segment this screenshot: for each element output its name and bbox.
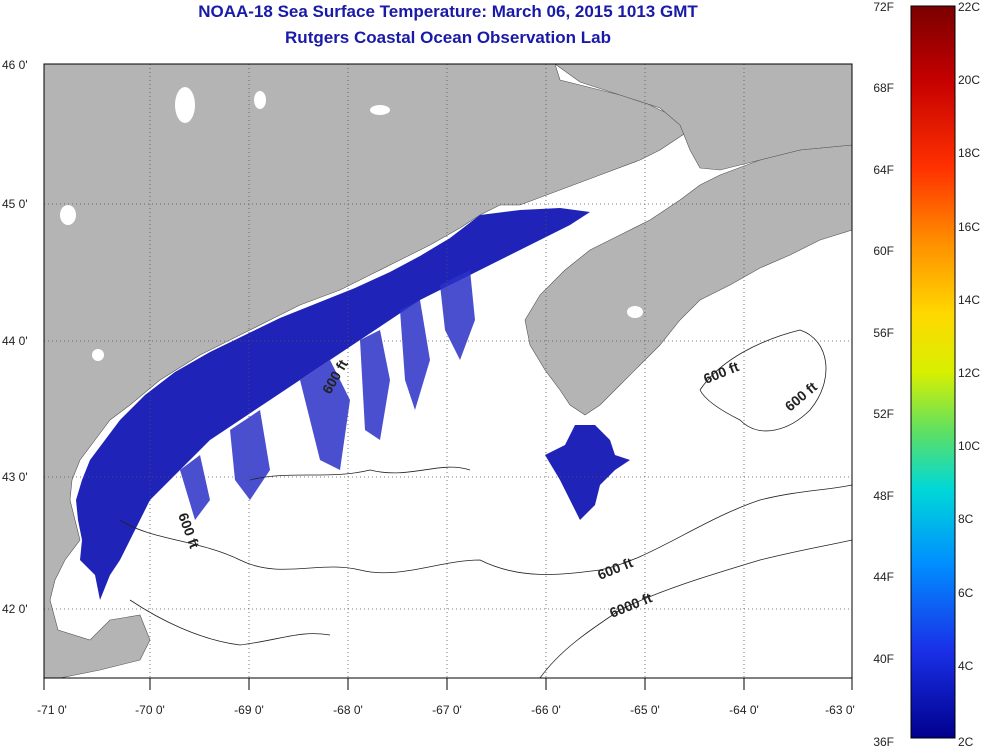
lake [60,205,76,225]
frame-ticks [43,63,853,690]
colorbar-f-label: 72F [873,0,894,14]
colorbar-c-label: 22C [958,0,981,14]
colorbar-c-label: 16C [958,220,981,234]
lon-tick-label: -64 0' [729,703,759,717]
lake [627,306,643,318]
sst-streaks [180,270,475,520]
land-new-brunswick [554,64,852,171]
colorbar-c-label: 20C [958,73,981,87]
colorbar [910,5,956,739]
lon-tick-label: -70 0' [135,703,165,717]
colorbar-c-label: 6C [958,586,974,600]
colorbar-f-label: 48F [873,489,894,503]
lon-tick-label: -63 0' [825,703,855,717]
sst-bay-of-fundy-patch [545,425,630,520]
colorbar-f-label: 52F [873,407,894,421]
colorbar-f-label: 44F [873,570,894,584]
contour-600ft [249,466,471,481]
map-subtitle: Rutgers Coastal Ocean Observation Lab [285,28,611,47]
lat-tick-label: 44 0' [2,334,28,348]
colorbar-f-label: 64F [873,163,894,177]
colorbar-c-label: 10C [958,439,981,453]
lon-tick-label: -68 0' [333,703,363,717]
lake [92,349,104,361]
colorbar-c-label: 14C [958,293,981,307]
colorbar-f-label: 40F [873,652,894,666]
land-mainland [44,64,691,678]
lon-tick-label: -66 0' [531,703,561,717]
lake [370,105,390,115]
colorbar-c-label: 12C [958,366,981,380]
contour-6000ft [539,539,852,678]
contour-600ft [119,484,852,575]
lat-tick-label: 42 0' [2,602,28,616]
contour-600ft [129,599,331,646]
lon-tick-label: -65 0' [630,703,660,717]
graticule [44,64,852,678]
land-nova-scotia [524,144,852,416]
lake [175,87,195,123]
colorbar-f-label: 56F [873,326,894,340]
colorbar-f-label: 68F [873,81,894,95]
bathymetry-contours [119,329,852,678]
lat-tick-label: 46 0' [2,58,28,72]
colorbar-c-label: 4C [958,659,974,673]
lake [254,91,266,109]
lat-tick-label: 45 0' [2,197,28,211]
lon-tick-label: -71 0' [37,703,67,717]
colorbar-f-label: 36F [873,735,894,749]
lon-tick-label: -67 0' [432,703,462,717]
contour-600ft [699,329,827,432]
colorbar-c-label: 2C [958,735,974,749]
colorbar-f-label: 60F [873,244,894,258]
sst-coastal-band [76,208,590,600]
lat-tick-label: 43 0' [2,470,28,484]
lon-tick-label: -69 0' [234,703,264,717]
map-title: NOAA-18 Sea Surface Temperature: March 0… [198,2,698,21]
colorbar-c-label: 8C [958,512,974,526]
colorbar-c-label: 18C [958,146,981,160]
